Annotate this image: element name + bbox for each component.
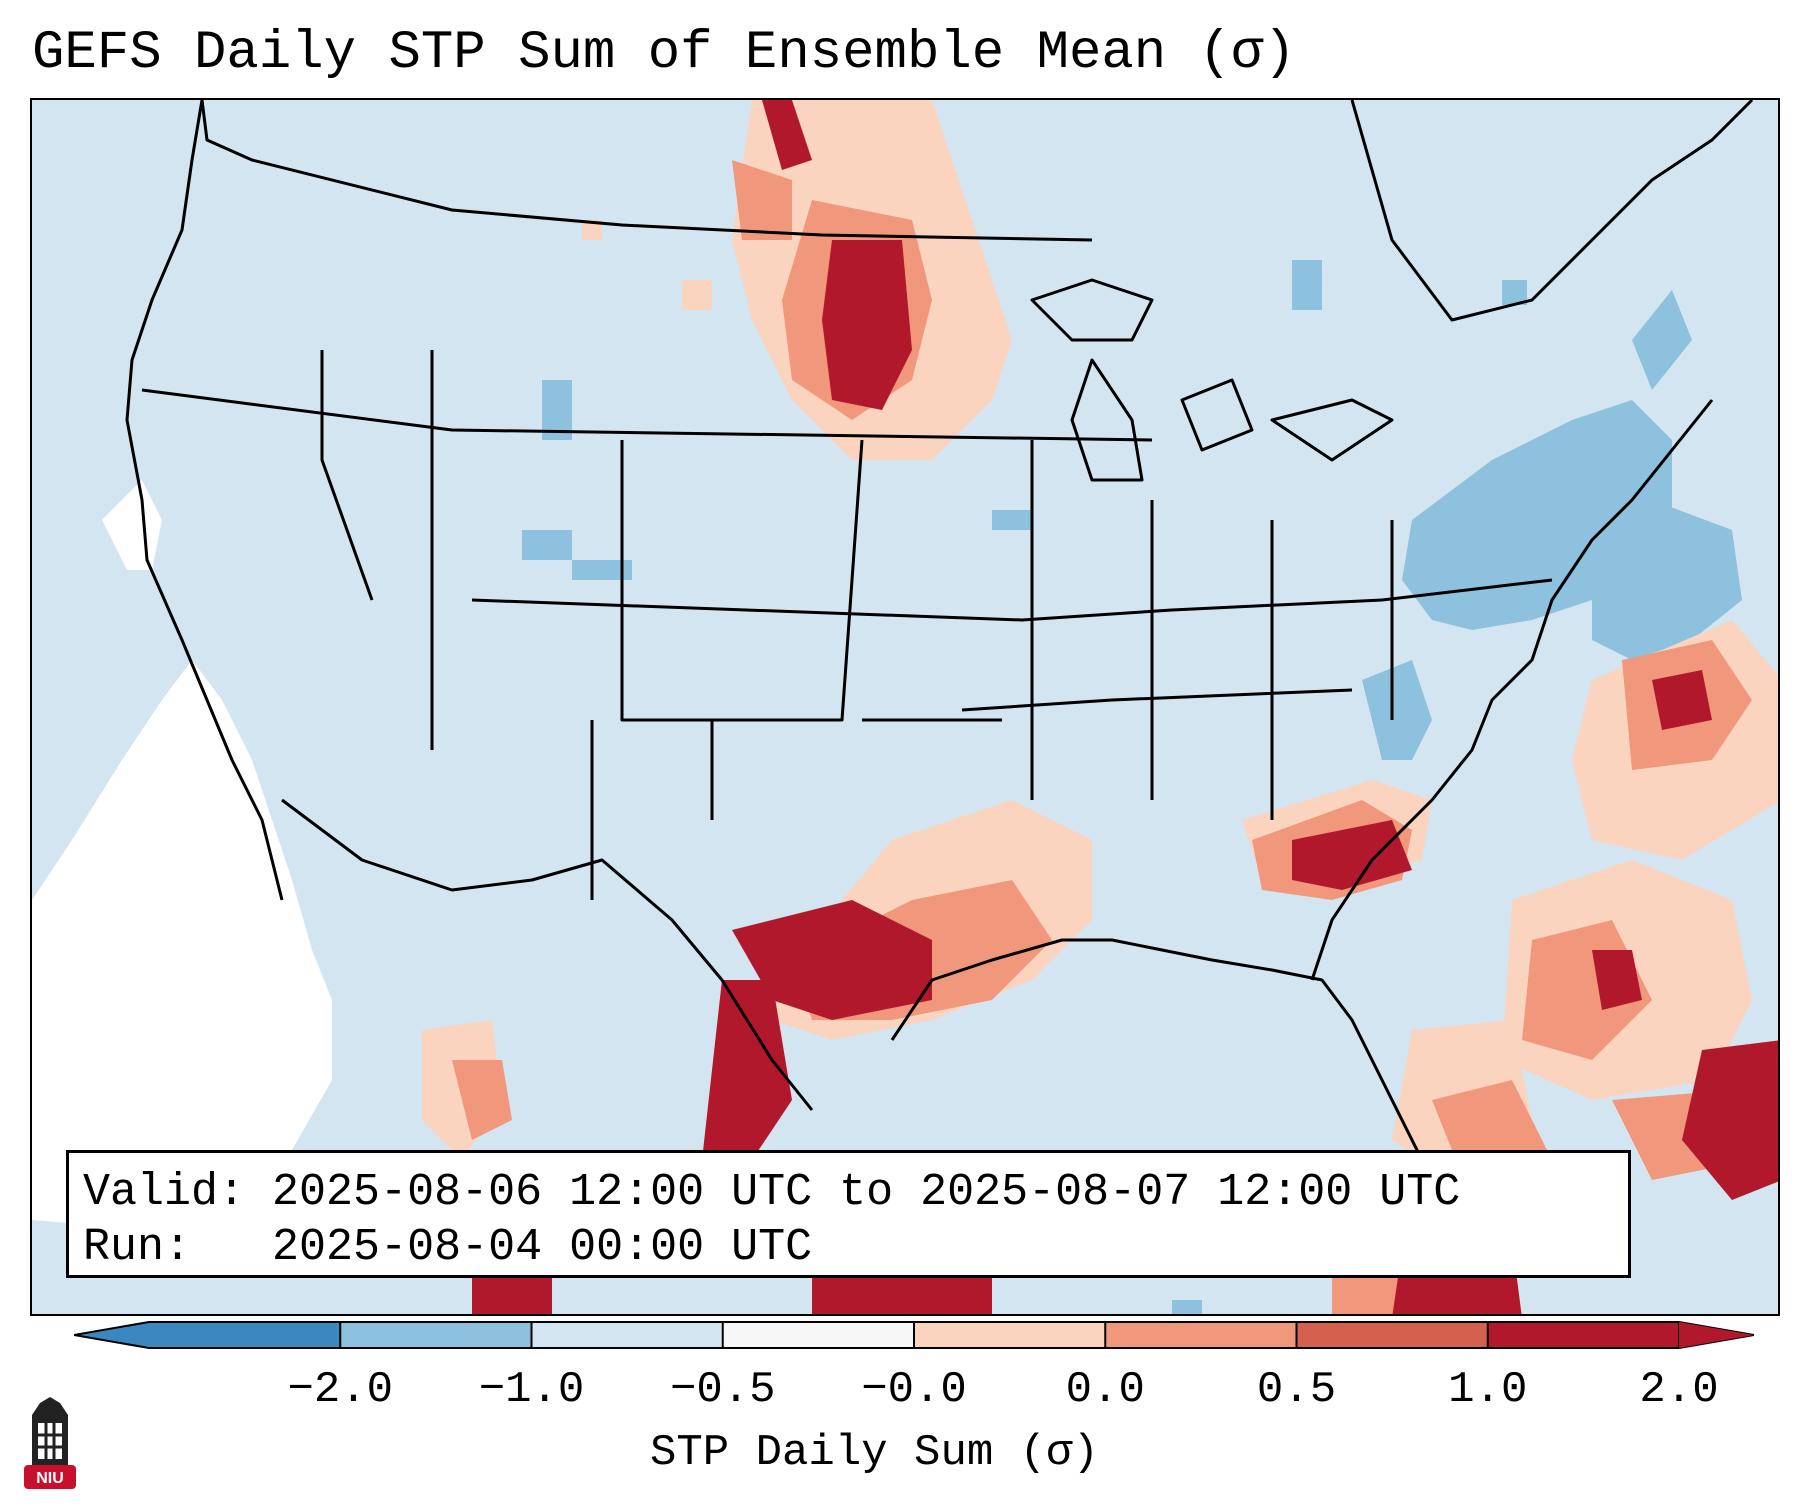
colorbar-tick-label: −1.0 — [478, 1365, 585, 1415]
colorbar-bin — [914, 1322, 1106, 1348]
colorbar-tick-label: −0.0 — [861, 1365, 967, 1415]
boundaries — [125, 100, 1754, 1161]
colorbar-bin — [149, 1322, 341, 1348]
colorbar-tick-label: −0.5 — [669, 1365, 776, 1415]
colorbar-tick-label: 1.0 — [1448, 1365, 1528, 1415]
colorbar-bin — [1487, 1322, 1679, 1348]
map-svg — [32, 100, 1778, 1314]
neutral-field-pacific — [32, 480, 332, 1230]
colorbar-tick-label: −2.0 — [287, 1365, 394, 1415]
colorbar-extend-high — [1679, 1322, 1754, 1348]
colorbar-tick-label: 0.5 — [1256, 1365, 1337, 1415]
colorbar-extend-low — [74, 1322, 149, 1348]
colorbar-tick-label: 0.0 — [1065, 1365, 1145, 1415]
chart-title: GEFS Daily STP Sum of Ensemble Mean (σ) — [32, 23, 1296, 84]
colorbar-bin — [722, 1322, 914, 1348]
colorbar-bin — [1296, 1322, 1488, 1348]
run-value: 2025-08-04 00:00 UTC — [272, 1222, 813, 1273]
colorbar-bin — [1105, 1322, 1297, 1348]
strong-positive-patches — [472, 100, 1778, 1314]
medium-positive-patches — [452, 160, 1752, 1314]
colorbar-bin — [531, 1322, 723, 1348]
valid-value: 2025-08-06 12:00 UTC to 2025-08-07 12:00… — [272, 1167, 1461, 1218]
niu-logo-text: NIU — [36, 1470, 64, 1487]
map-panel — [30, 98, 1780, 1316]
niu-logo: NIU — [24, 1397, 76, 1489]
colorbar — [74, 1321, 1754, 1349]
run-label: Run: — [83, 1222, 192, 1273]
colorbar-label: STP Daily Sum (σ) — [650, 1428, 1099, 1478]
valid-run-box: Valid: 2025-08-06 12:00 UTC to 2025-08-0… — [66, 1150, 1631, 1278]
colorbar-tick-label: 2.0 — [1639, 1365, 1719, 1415]
colorbar-segments — [74, 1321, 1754, 1349]
colorbar-bin — [340, 1322, 532, 1348]
valid-label: Valid: — [83, 1167, 246, 1218]
